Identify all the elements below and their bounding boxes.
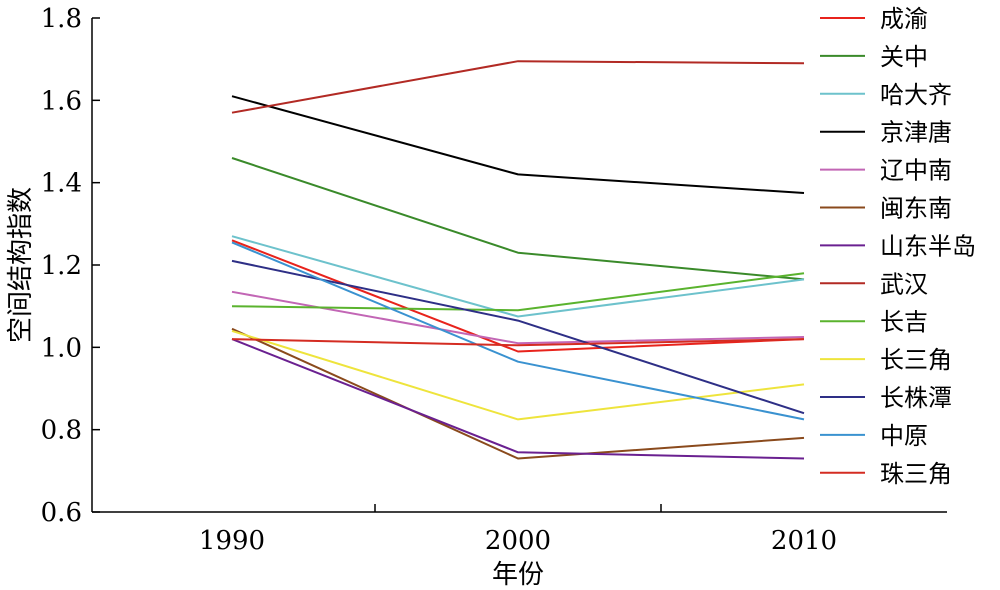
legend-label: 关中 bbox=[880, 43, 928, 71]
legend-label: 成渝 bbox=[880, 5, 928, 33]
series-line bbox=[231, 290, 805, 345]
legend-label: 辽中南 bbox=[880, 157, 952, 185]
y-tick-label: 1.8 bbox=[41, 4, 82, 34]
series-line bbox=[231, 259, 805, 415]
series-line bbox=[231, 241, 805, 421]
legend-label: 闽东南 bbox=[880, 195, 952, 223]
series-line bbox=[231, 95, 805, 194]
legend-label: 长株潭 bbox=[880, 384, 952, 412]
y-tick-label: 1.4 bbox=[41, 169, 82, 199]
y-tick-label: 0.8 bbox=[41, 416, 82, 446]
y-tick-label: 1.0 bbox=[41, 333, 82, 363]
legend-label: 武汉 bbox=[880, 270, 928, 298]
series-line bbox=[231, 60, 805, 114]
plot-area bbox=[231, 60, 805, 460]
legend-label: 长吉 bbox=[880, 308, 928, 336]
legend-label: 山东半岛 bbox=[880, 232, 976, 260]
legend-label: 中原 bbox=[880, 422, 928, 450]
y-tick-label: 1.6 bbox=[41, 86, 82, 116]
y-tick-label: 1.2 bbox=[41, 251, 82, 281]
chart-axes: 0.6 0.8 1.0 1.2 1.4 1.6 1.8 1990 2000 2010 bbox=[41, 4, 947, 556]
legend-label: 珠三角 bbox=[880, 460, 952, 488]
series-line bbox=[231, 239, 805, 353]
x-tick-label: 2000 bbox=[485, 526, 551, 556]
series-line bbox=[231, 272, 805, 312]
series-line bbox=[231, 327, 805, 460]
legend-label: 长三角 bbox=[880, 346, 952, 374]
series-line bbox=[231, 338, 805, 347]
y-axis-label: 空间结构指数 bbox=[6, 187, 36, 343]
series-line bbox=[231, 329, 805, 421]
series-line bbox=[231, 157, 805, 281]
legend-label: 哈大齐 bbox=[880, 81, 952, 109]
x-axis-label: 年份 bbox=[492, 560, 544, 590]
series-line bbox=[231, 338, 805, 460]
y-tick-label: 0.6 bbox=[41, 498, 82, 528]
legend-label: 京津唐 bbox=[880, 119, 952, 147]
series-line bbox=[231, 235, 805, 318]
x-tick-label: 1990 bbox=[199, 526, 265, 556]
x-tick-label: 2010 bbox=[771, 526, 837, 556]
